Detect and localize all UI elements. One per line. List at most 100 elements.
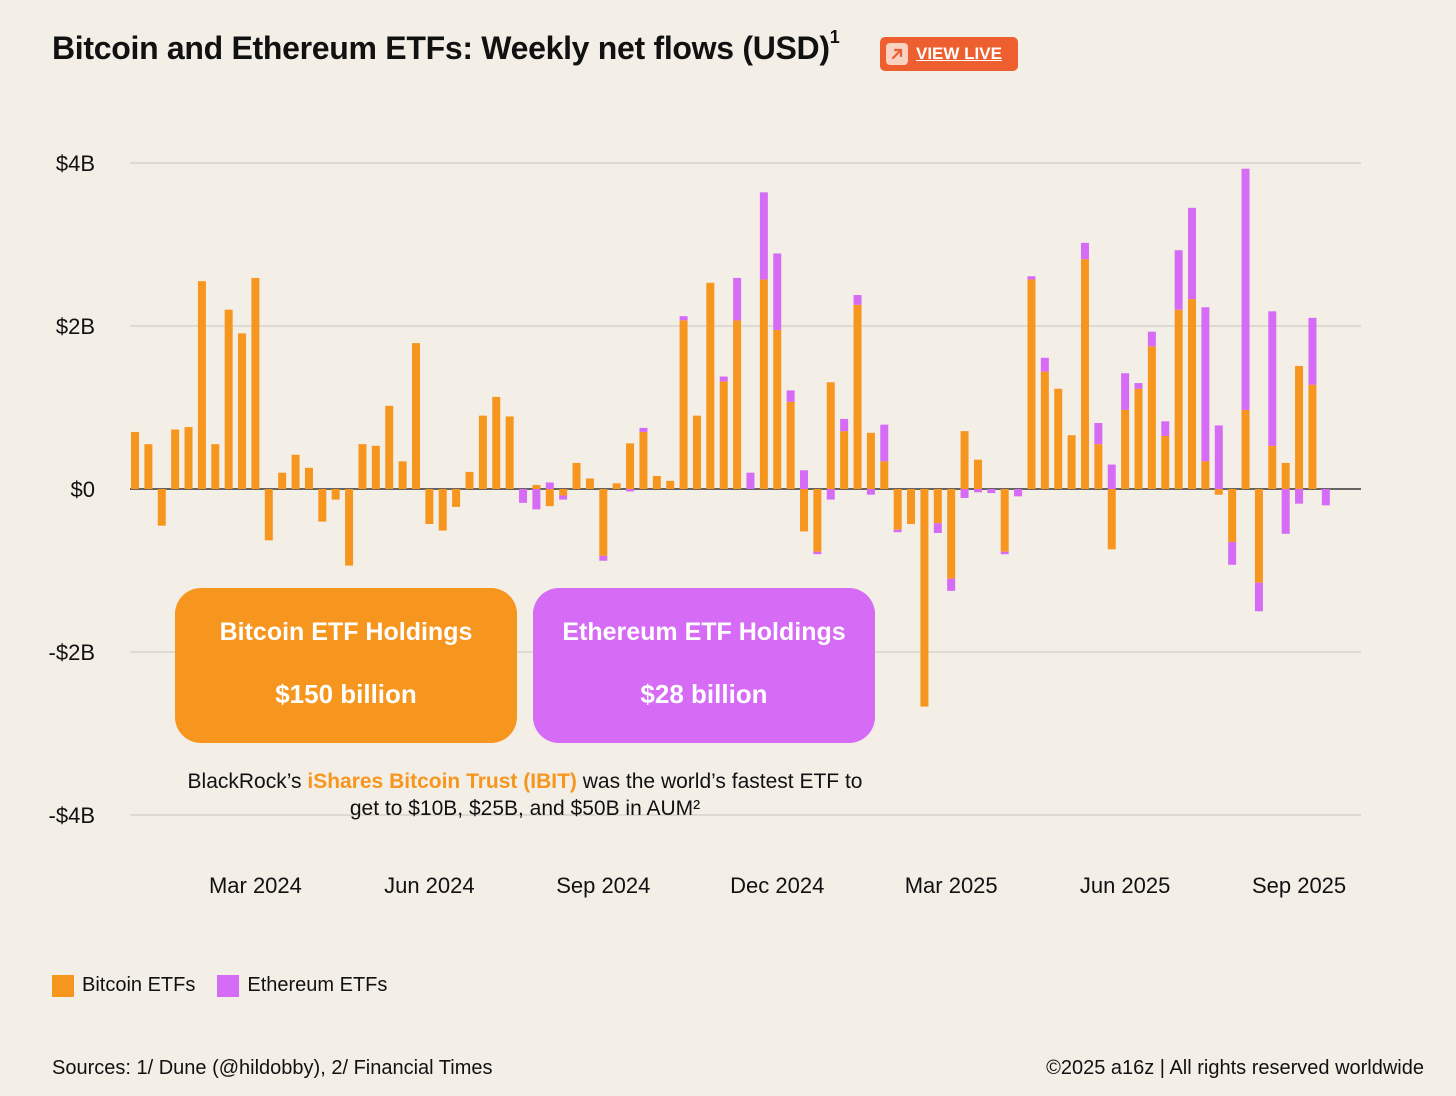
bitcoin-bar xyxy=(452,489,461,507)
bitcoin-bar xyxy=(318,489,327,522)
ethereum-bar xyxy=(973,489,982,493)
bitcoin-bar xyxy=(1147,346,1156,489)
ethereum-bar xyxy=(759,192,768,280)
x-tick-label: Mar 2024 xyxy=(209,873,302,898)
bitcoin-bar xyxy=(238,333,247,489)
ethereum-bar xyxy=(987,489,996,494)
bitcoin-bar xyxy=(1188,299,1197,489)
bitcoin-bar xyxy=(465,471,474,489)
ethereum-bar xyxy=(1107,464,1116,489)
bitcoin-bar xyxy=(1040,371,1049,489)
sources-note: Sources: 1/ Dune (@hildobby), 2/ Financi… xyxy=(52,1057,493,1079)
bitcoin-bar xyxy=(492,396,501,489)
ethereum-bar xyxy=(1321,489,1330,506)
bitcoin-bar xyxy=(853,304,862,489)
legend-label-ethereum: Ethereum ETFs xyxy=(247,974,388,996)
bitcoin-bar xyxy=(304,467,313,489)
x-tick-label: Sep 2025 xyxy=(1252,873,1346,898)
view-live-label: VIEW LIVE xyxy=(916,44,1002,63)
ethereum-bar xyxy=(840,418,849,432)
bitcoin-bar xyxy=(679,320,688,489)
ethereum-bar xyxy=(1295,489,1304,504)
bitcoin-bar xyxy=(532,484,541,489)
bitcoin-bar xyxy=(1214,489,1223,495)
chart-title: Bitcoin and Ethereum ETFs: Weekly net fl… xyxy=(52,27,840,67)
ethereum-bar xyxy=(947,578,956,591)
ethereum-bar xyxy=(786,390,795,402)
bitcoin-bar xyxy=(478,415,487,489)
bitcoin-bar xyxy=(278,472,287,489)
bitcoin-bar xyxy=(1067,435,1076,489)
ethereum-bar xyxy=(1040,357,1049,372)
view-live-button[interactable]: VIEW LIVE xyxy=(880,37,1018,71)
ethereum-bar xyxy=(519,489,528,503)
bitcoin-bar xyxy=(1107,489,1116,550)
ethereum-bar xyxy=(813,551,822,555)
bitcoin-bar xyxy=(1161,436,1170,489)
bitcoin-bar xyxy=(920,489,929,707)
bitcoin-bar xyxy=(1000,489,1009,552)
bitcoin-bar xyxy=(1241,409,1250,489)
bitcoin-bar xyxy=(813,489,822,552)
bitcoin-bar xyxy=(131,431,139,489)
bitcoin-bar xyxy=(438,489,447,531)
bitcoin-bar xyxy=(1281,462,1290,489)
ethereum-bar xyxy=(773,253,782,331)
bitcoin-bar xyxy=(505,416,514,489)
ethereum-bar xyxy=(1281,489,1290,534)
ethereum-bar xyxy=(1121,373,1130,410)
ethereum-bar xyxy=(1214,425,1223,489)
arrow-up-right-icon xyxy=(886,43,908,65)
ethereum-bar xyxy=(545,482,554,489)
ethereum-bar xyxy=(719,376,728,382)
bitcoin-bar xyxy=(639,431,648,489)
bitcoin-bar xyxy=(171,429,180,489)
ibit-annotation-after: was the world’s fastest ETF to get to $1… xyxy=(349,770,863,820)
bitcoin-bar xyxy=(331,489,340,500)
bitcoin-bar xyxy=(157,489,166,526)
ibit-annotation: BlackRock’s iShares Bitcoin Trust (IBIT)… xyxy=(175,768,875,822)
bitcoin-bar xyxy=(880,461,889,489)
bitcoin-bar xyxy=(973,459,982,489)
bitcoin-bar xyxy=(933,489,942,524)
x-axis-labels: Mar 2024 Jun 2024 Sep 2024 Dec 2024 Mar 2025… xyxy=(209,873,1346,898)
bitcoin-bar xyxy=(411,343,420,489)
bitcoin-bar xyxy=(1027,279,1036,489)
bitcoin-bar xyxy=(1121,409,1130,489)
ethereum-bar xyxy=(733,277,742,321)
ethereum-bar xyxy=(1027,276,1036,280)
bitcoin-bar xyxy=(612,483,621,489)
bitcoin-bar xyxy=(1295,365,1304,489)
flows-chart: $4B $2B $0 -$2B -$4B Mar 2024 Jun 2024 Sep 202… xyxy=(49,151,1361,898)
bitcoin-bar xyxy=(666,480,675,489)
bitcoin-bar xyxy=(1134,388,1143,489)
ethereum-bar xyxy=(933,523,942,534)
bitcoin-bar xyxy=(1174,309,1183,489)
bitcoin-bar xyxy=(425,489,434,525)
ethereum-bar xyxy=(1228,541,1237,565)
chart-legend: Bitcoin ETFs Ethereum ETFs xyxy=(52,974,409,997)
bitcoin-bar xyxy=(345,489,354,566)
legend-swatch-bitcoin xyxy=(52,974,74,997)
ethereum-holdings-callout: Ethereum ETF Holdings $28 billion xyxy=(533,588,875,743)
bitcoin-bar xyxy=(197,281,206,489)
ethereum-bar xyxy=(1161,421,1170,437)
bitcoin-holdings-title: Bitcoin ETF Holdings xyxy=(219,618,473,646)
x-tick-label: Sep 2024 xyxy=(556,873,650,898)
bitcoin-bar xyxy=(559,489,568,496)
ethereum-bar xyxy=(1268,311,1277,446)
chart-bars xyxy=(131,168,1330,707)
bitcoin-bar xyxy=(733,320,742,489)
ethereum-bar xyxy=(1134,383,1143,389)
bitcoin-bar xyxy=(960,431,969,489)
ethereum-bar xyxy=(1000,551,1009,555)
bitcoin-bar xyxy=(907,489,916,525)
ethereum-bar xyxy=(893,529,902,533)
y-tick-label: $2B xyxy=(56,314,95,339)
bitcoin-bar xyxy=(1201,461,1210,489)
bitcoin-bar xyxy=(545,489,554,507)
ethereum-bar xyxy=(599,555,608,561)
ethereum-bar xyxy=(559,495,568,500)
ethereum-bar xyxy=(880,424,889,462)
ethereum-bar xyxy=(1147,331,1156,347)
